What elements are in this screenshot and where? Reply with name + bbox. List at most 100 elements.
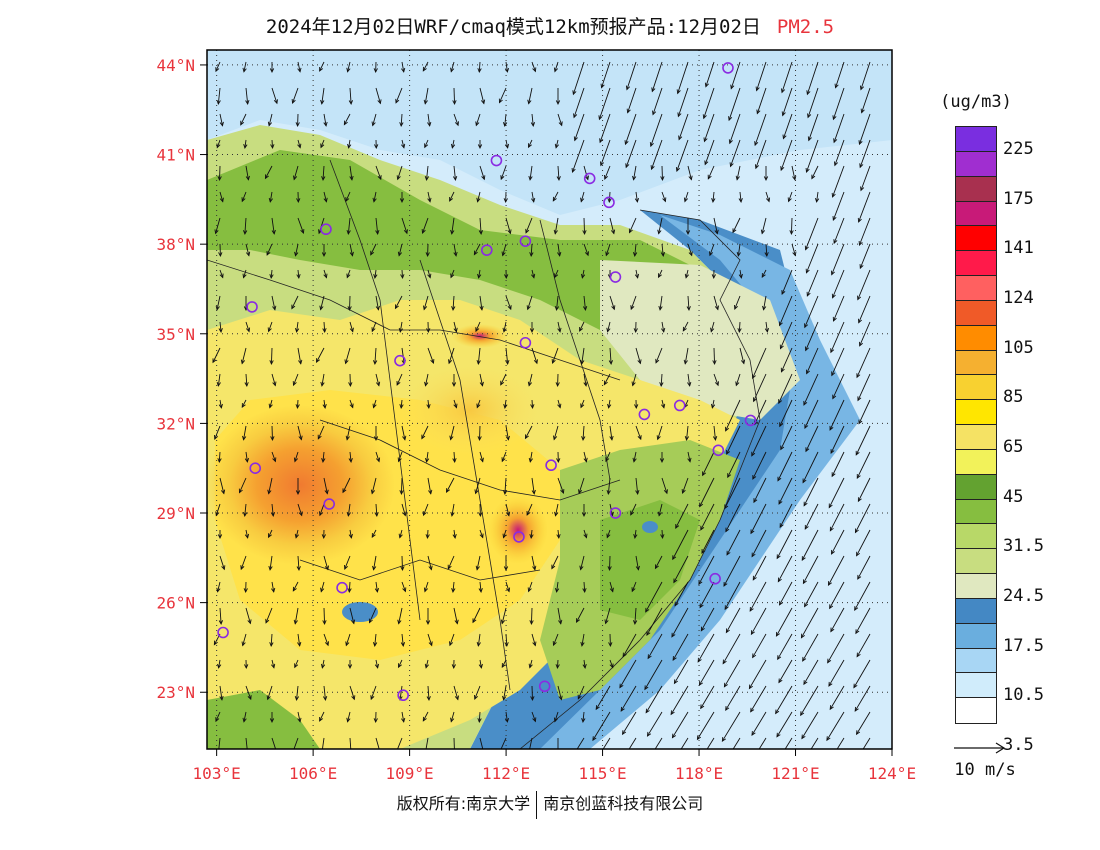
- wind-vector: [831, 529, 845, 555]
- wind-vector: [348, 451, 353, 463]
- wind-vector: [655, 347, 663, 364]
- wind-vector: [776, 711, 793, 738]
- wind-vector: [427, 347, 435, 365]
- wind-vector: [554, 295, 560, 311]
- wind-vector: [375, 737, 380, 749]
- city-marker: [397, 689, 409, 702]
- wind-vector: [830, 607, 845, 633]
- wind-vector: [451, 659, 456, 670]
- wind-vector: [658, 295, 663, 311]
- wind-vector: [216, 139, 221, 149]
- wind-vector: [500, 607, 507, 625]
- wind-vector: [526, 295, 533, 311]
- wind-vector: [777, 555, 793, 583]
- wind-vector: [452, 529, 457, 539]
- wind-vector: [701, 529, 715, 554]
- wind-vector: [500, 165, 507, 181]
- wind-vector: [476, 633, 481, 647]
- wind-vector: [674, 581, 689, 607]
- wind-vector: [375, 295, 380, 311]
- wind-vector: [577, 685, 585, 700]
- colorbar-segment: [955, 672, 997, 699]
- wind-vector: [401, 139, 406, 149]
- wind-vector: [368, 607, 377, 624]
- wind-vector: [582, 217, 587, 236]
- colorbar-segment: [955, 399, 997, 425]
- wind-vector: [424, 659, 429, 669]
- wind-vector: [736, 243, 741, 257]
- wind-vector: [581, 425, 586, 441]
- wind-vector: [856, 451, 871, 479]
- wind-vector: [266, 685, 273, 701]
- wind-vector: [619, 659, 637, 689]
- wind-vector: [373, 269, 378, 279]
- wind-vector: [297, 139, 302, 149]
- wind-vector: [474, 477, 481, 495]
- wind-vector: [726, 529, 741, 556]
- x-axis-labels: 103°E 106°E 109°E 112°E 115°E 118°E 121°E 124°E: [193, 764, 917, 783]
- copyright: 版权所有:南京大学 南京创蓝科技有限公司: [0, 790, 1100, 819]
- wind-vector: [704, 139, 715, 166]
- wind-vector: [293, 165, 299, 181]
- wind-vector: [802, 555, 819, 585]
- wind-vector: [218, 737, 221, 749]
- wind-vector: [218, 607, 224, 625]
- axis-ticks: [200, 64, 893, 756]
- wind-vector: [297, 425, 303, 441]
- wind-vector: [609, 295, 616, 311]
- wind-vector: [245, 607, 252, 625]
- wind-vector: [372, 633, 378, 647]
- wind-vector: [295, 399, 300, 410]
- colorbar-segment: [955, 424, 997, 450]
- colorbar-label: 175: [1003, 188, 1034, 209]
- wind-vector: [502, 321, 507, 333]
- wind-vector: [527, 373, 533, 387]
- wind-vector: [609, 581, 614, 593]
- wind-vector: [219, 113, 224, 127]
- city-marker: [320, 223, 332, 236]
- wind-vector: [732, 217, 741, 234]
- wind-vector: [243, 581, 248, 594]
- wind-vector: [531, 711, 537, 723]
- wind-vector: [531, 269, 536, 279]
- wind-vector: [624, 113, 637, 146]
- wind-vector: [373, 61, 378, 74]
- wind-vector: [317, 425, 325, 440]
- wind-vector: [656, 425, 663, 441]
- wind-vector: [762, 295, 767, 311]
- wind-vector: [580, 399, 585, 409]
- colorbar-segment: [955, 175, 997, 202]
- y-tick-label: 23°N: [156, 683, 195, 702]
- wind-vector: [531, 477, 536, 495]
- wind-vector: [268, 191, 273, 203]
- wind-vector: [215, 61, 221, 73]
- wind-vector: [216, 87, 221, 105]
- wind-vector: [609, 217, 616, 235]
- wind-vector: [598, 87, 611, 121]
- wind-vector: [398, 659, 403, 669]
- wind-vector: [264, 165, 273, 180]
- wind-vector: [634, 191, 640, 203]
- wind-vector: [502, 113, 508, 127]
- wind-vector: [728, 113, 741, 145]
- wind-vector: [241, 633, 247, 647]
- wind-vector: [727, 451, 741, 479]
- wind-vector: [427, 191, 432, 203]
- wind-vector: [322, 321, 327, 334]
- wind-vector: [505, 217, 512, 235]
- wind-vector: [241, 191, 247, 203]
- wind-vector: [738, 191, 743, 203]
- colorbar-segment: [955, 275, 997, 301]
- wind-vector: [579, 321, 585, 332]
- wind-vector: [856, 633, 871, 658]
- wind-vector: [554, 269, 559, 279]
- colorbar-segment: [955, 622, 997, 649]
- wind-vector: [320, 373, 325, 387]
- wind-vector: [859, 321, 871, 347]
- wind-vector: [292, 373, 299, 387]
- grid-lines: [207, 50, 892, 749]
- wind-vector: [680, 737, 689, 749]
- wind-vector: [645, 685, 663, 714]
- wind-vector: [725, 503, 741, 533]
- wind-vector: [661, 477, 668, 495]
